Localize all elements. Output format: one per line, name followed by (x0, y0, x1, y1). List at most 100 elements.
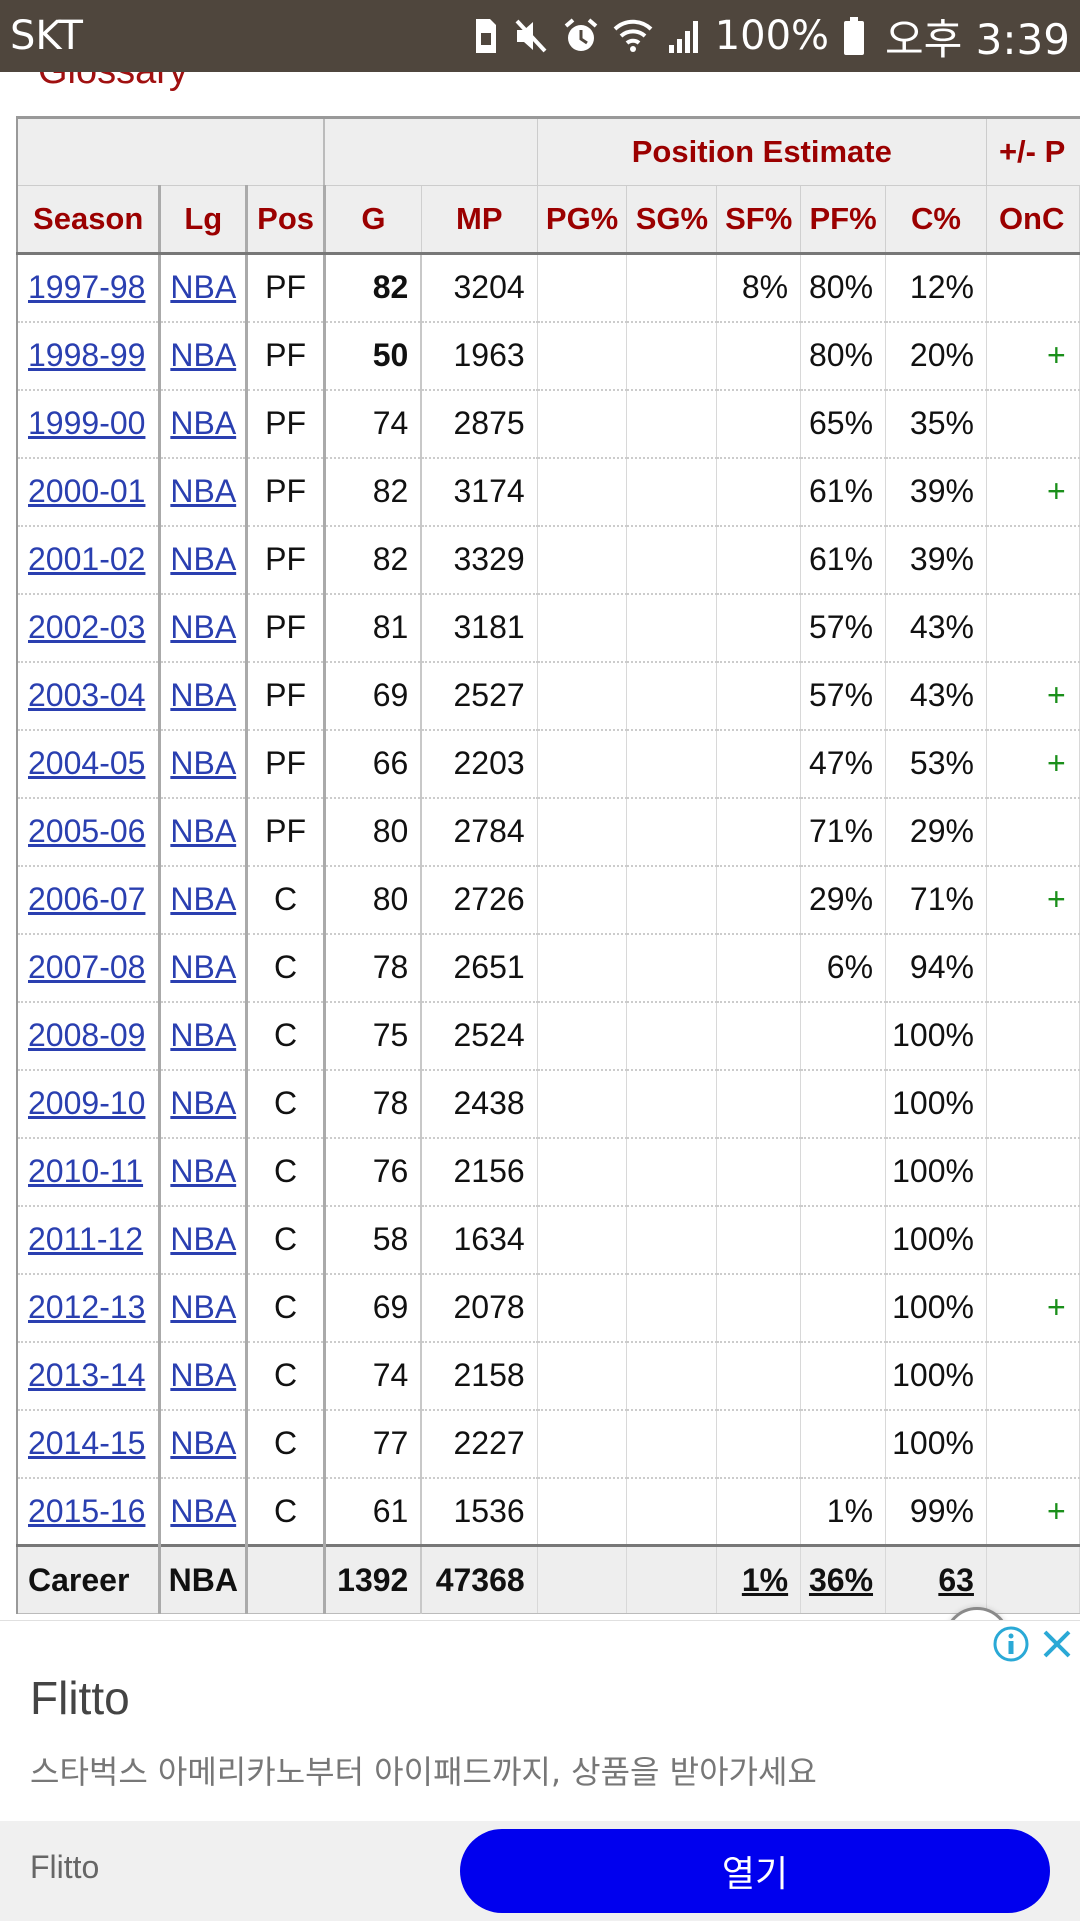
season-link[interactable]: 2004-05 (28, 745, 146, 781)
col-header-pf-pct[interactable]: PF% (800, 185, 887, 255)
col-header-sg-pct[interactable]: SG% (626, 185, 718, 255)
season-link[interactable]: 2012-13 (28, 1289, 146, 1325)
season-cell: 2014-15 (16, 1409, 162, 1479)
onc-cell (986, 1069, 1080, 1139)
season-link[interactable]: 2015-16 (28, 1492, 146, 1529)
col-header-sf-pct[interactable]: SF% (716, 185, 802, 255)
ad-close-button[interactable] (1034, 1621, 1080, 1667)
season-link[interactable]: 2013-14 (28, 1357, 146, 1393)
season-link[interactable]: 2000-01 (28, 473, 146, 509)
season-cell: 2000-01 (16, 457, 162, 527)
season-link[interactable]: 1999-00 (28, 405, 146, 441)
league-link[interactable]: NBA (170, 677, 237, 713)
stats-table-wrapper[interactable]: Position Estimate +/- P Season Lg Pos G … (16, 116, 1080, 1614)
season-link[interactable]: 1998-99 (28, 337, 146, 373)
table-row: 2004-05 NBA PF 66 2203 47% 53% + (16, 729, 1080, 799)
season-link[interactable]: 2008-09 (28, 1017, 146, 1053)
sf-pct-cell (716, 1001, 802, 1071)
league-link[interactable]: NBA (170, 745, 237, 781)
season-link[interactable]: 2003-04 (28, 677, 146, 713)
ad-info-button[interactable] (988, 1621, 1034, 1667)
pf-pct-cell (800, 1069, 887, 1139)
ad-banner[interactable]: Flitto 스타벅스 아메리카노부터 아이패드까지, 상품을 받아가세요 Fl… (0, 1620, 1080, 1921)
league-link[interactable]: NBA (170, 1221, 237, 1257)
glossary-link[interactable]: Glossary (38, 72, 188, 93)
battery-icon (843, 14, 865, 58)
pf-pct-cell: 57% (800, 593, 887, 663)
table-row: 2006-07 NBA C 80 2726 29% 71% + (16, 865, 1080, 935)
ad-description[interactable]: 스타벅스 아메리카노부터 아이패드까지, 상품을 받아가세요 (30, 1753, 817, 1791)
minutes-cell: 3329 (421, 525, 538, 595)
league-link[interactable]: NBA (170, 1153, 237, 1189)
minutes-cell: 1963 (421, 321, 538, 391)
col-header-pos[interactable]: Pos (246, 185, 326, 255)
season-link[interactable]: 2007-08 (28, 949, 146, 985)
table-row: 2011-12 NBA C 58 1634 100% (16, 1205, 1080, 1275)
col-header-c-pct[interactable]: C% (885, 185, 987, 255)
career-pf-value[interactable]: 36% (808, 1561, 874, 1598)
minutes-cell: 1634 (421, 1205, 538, 1275)
ad-title[interactable]: Flitto (30, 1672, 130, 1724)
sg-pct-cell (626, 593, 718, 663)
pg-pct-cell (537, 593, 628, 663)
c-pct-cell: 94% (885, 933, 987, 1003)
season-link[interactable]: 2009-10 (28, 1085, 146, 1121)
games-cell: 61 (324, 1477, 423, 1547)
col-header-pg-pct[interactable]: PG% (537, 185, 628, 255)
season-link[interactable]: 2002-03 (28, 609, 146, 645)
pf-pct-cell: 80% (800, 253, 887, 323)
season-link[interactable]: 2006-07 (28, 881, 146, 917)
c-pct-cell: 100% (885, 1137, 987, 1207)
season-cell: 1997-98 (16, 253, 162, 323)
league-link[interactable]: NBA (170, 949, 237, 985)
minutes-cell: 2227 (421, 1409, 538, 1479)
season-link[interactable]: 2014-15 (28, 1425, 146, 1461)
league-link[interactable]: NBA (170, 473, 237, 509)
pg-pct-cell (537, 1409, 628, 1479)
season-link[interactable]: 1997-98 (28, 269, 146, 306)
league-link[interactable]: NBA (170, 1085, 237, 1121)
pos-cell: PF (246, 729, 326, 799)
table-row: 2010-11 NBA C 76 2156 100% (16, 1137, 1080, 1207)
league-link[interactable]: NBA (170, 1289, 237, 1325)
league-link[interactable]: NBA (170, 881, 237, 917)
c-pct-cell: 29% (885, 797, 987, 867)
league-link[interactable]: NBA (170, 609, 237, 645)
ad-open-button[interactable]: 열기 (460, 1829, 1050, 1913)
league-cell: NBA (159, 253, 249, 323)
pg-pct-cell (537, 321, 628, 391)
career-c-value[interactable]: 63 (938, 1561, 974, 1598)
table-row: 2015-16 NBA C 61 1536 1% 99% + (16, 1477, 1080, 1547)
season-link[interactable]: 2005-06 (28, 813, 146, 849)
season-cell: 2013-14 (16, 1341, 162, 1411)
league-link[interactable]: NBA (170, 1492, 237, 1529)
career-sf-value[interactable]: 1% (741, 1561, 789, 1598)
season-cell: 1999-00 (16, 389, 162, 459)
league-link[interactable]: NBA (170, 1425, 237, 1461)
onc-cell (986, 253, 1080, 323)
season-link[interactable]: 2010-11 (28, 1153, 144, 1189)
league-link[interactable]: NBA (170, 541, 237, 577)
league-link[interactable]: NBA (170, 405, 237, 441)
col-header-lg[interactable]: Lg (159, 185, 249, 255)
league-cell: NBA (159, 1205, 249, 1275)
league-link[interactable]: NBA (170, 1357, 237, 1393)
onc-cell: + (986, 1477, 1080, 1547)
season-link[interactable]: 2001-02 (28, 541, 146, 577)
col-header-g[interactable]: G (324, 185, 422, 255)
career-minutes: 47368 (421, 1544, 538, 1614)
pg-pct-cell (537, 1273, 628, 1343)
col-header-onc[interactable]: OnC (986, 185, 1080, 255)
c-pct-cell: 43% (885, 661, 987, 731)
league-link[interactable]: NBA (170, 1017, 237, 1053)
battery-percent: 100% (714, 13, 830, 59)
advanced-stats-table: Position Estimate +/- P Season Lg Pos G … (16, 116, 1080, 1614)
league-link[interactable]: NBA (170, 269, 237, 306)
league-link[interactable]: NBA (170, 813, 237, 849)
league-cell: NBA (159, 1409, 249, 1479)
col-header-mp[interactable]: MP (421, 185, 538, 255)
league-link[interactable]: NBA (170, 337, 237, 373)
pos-cell: PF (246, 661, 326, 731)
season-link[interactable]: 2011-12 (28, 1221, 144, 1257)
col-header-season[interactable]: Season (16, 185, 162, 255)
